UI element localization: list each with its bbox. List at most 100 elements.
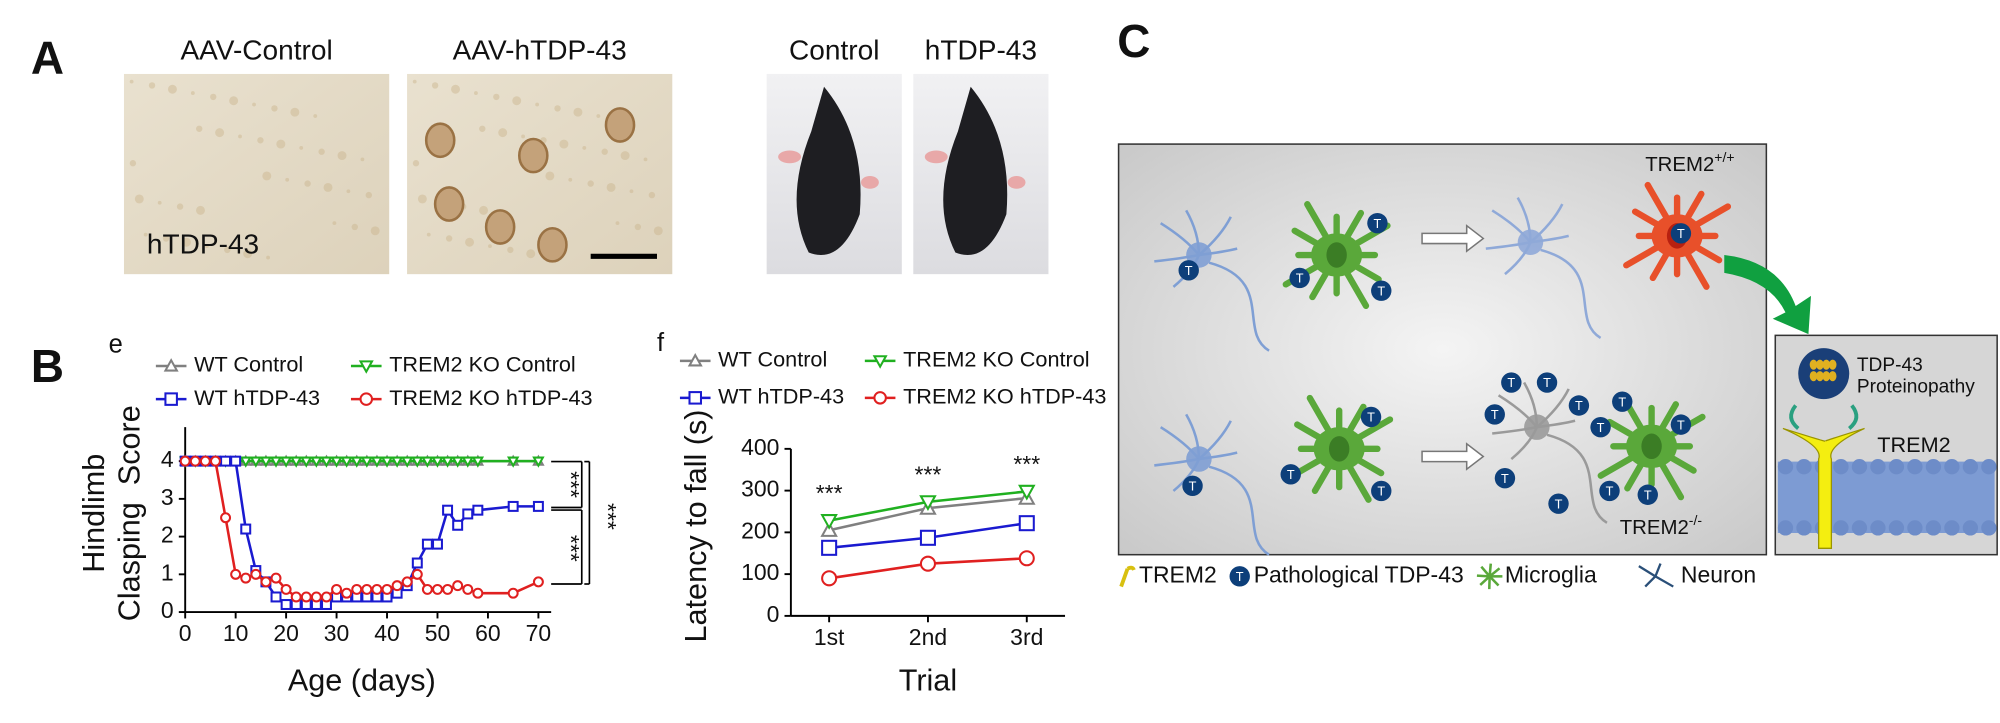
neuron-branch	[1497, 394, 1538, 428]
texture	[351, 223, 358, 231]
tdp43-token	[1670, 414, 1692, 435]
diagram-legend-label: Neuron	[1681, 561, 1756, 587]
texture	[573, 107, 583, 117]
texture	[526, 249, 536, 259]
marker	[279, 456, 293, 468]
axon	[1208, 465, 1270, 556]
aggregate-granule	[1816, 359, 1824, 370]
diagram-legend-label: Pathological TDP-43	[1254, 561, 1464, 587]
lipid	[1777, 459, 1794, 475]
stained-cell	[604, 107, 636, 143]
tdp43-token	[1371, 480, 1392, 502]
lipid	[1925, 459, 1942, 475]
texture	[643, 157, 648, 162]
mouse-paw	[924, 150, 948, 164]
marker	[462, 508, 474, 520]
mouse-paw	[1007, 175, 1026, 189]
tdp43-token-label: T	[1618, 394, 1626, 409]
tdp43-token	[1568, 395, 1590, 416]
texture	[493, 93, 500, 101]
texture	[474, 91, 478, 95]
legend-icon	[1488, 567, 1501, 578]
marker	[240, 523, 252, 535]
marker	[472, 587, 484, 599]
texture	[215, 128, 225, 138]
texture	[601, 148, 608, 155]
texture	[346, 189, 351, 194]
photo-title: hTDP-43	[925, 35, 1037, 66]
marker	[506, 456, 520, 468]
texture	[190, 91, 195, 95]
aggregate-granule	[1828, 371, 1837, 382]
tdp43-token-label: T	[1374, 216, 1382, 231]
microglia-nucleus	[1328, 436, 1350, 462]
texture	[412, 79, 417, 84]
x-axis-label: Age (days)	[288, 663, 436, 697]
marker	[821, 539, 838, 556]
aggregate-granule	[1816, 371, 1824, 382]
neuron-branch	[1485, 241, 1531, 250]
texture	[143, 232, 148, 237]
marker	[360, 456, 374, 468]
genotype-name: TREM2	[1645, 154, 1714, 176]
marker	[341, 587, 353, 599]
marker	[230, 568, 242, 580]
texture	[204, 244, 209, 249]
lipid	[1888, 520, 1905, 536]
marker	[507, 587, 519, 599]
x-tick-label: 30	[324, 620, 350, 646]
mouse-paw	[861, 175, 879, 189]
marker	[462, 583, 474, 595]
marker	[421, 583, 433, 595]
aggregate-granule	[1828, 359, 1837, 370]
lipid	[1907, 520, 1923, 536]
tdp43-token	[1590, 416, 1611, 438]
texture	[582, 146, 587, 150]
tdp43-token-label: T	[1491, 407, 1499, 422]
tdp43-token-label: T	[1543, 375, 1551, 390]
marker	[209, 455, 221, 467]
marker	[442, 504, 454, 516]
lipid	[1796, 520, 1812, 536]
marker	[919, 555, 936, 572]
neuron-branch	[1154, 457, 1200, 467]
marker	[340, 456, 353, 468]
texture	[252, 102, 256, 107]
texture	[431, 82, 439, 89]
lipid	[1981, 459, 1997, 475]
significance: ***	[1013, 451, 1040, 477]
inset-title: TDP-43	[1857, 355, 1923, 376]
genotype-name: TREM2	[1620, 518, 1689, 540]
texture	[479, 125, 486, 132]
y-tick-label: 4	[161, 446, 174, 472]
marker	[441, 456, 454, 468]
neuron-branch	[1491, 209, 1532, 244]
x-axis-label: Trial	[899, 663, 957, 697]
texture	[445, 235, 453, 242]
texture	[412, 160, 420, 167]
marker	[919, 529, 936, 546]
y-axis-label: Clasping Score	[113, 405, 147, 621]
tdp43-token	[1612, 391, 1633, 412]
tdp43-token-label: T	[1644, 487, 1652, 502]
tdp43-token	[1182, 475, 1203, 497]
texture	[370, 226, 380, 236]
axon	[1540, 248, 1602, 340]
texture	[479, 205, 489, 215]
marker	[189, 455, 201, 467]
membrane	[1777, 461, 1995, 534]
marker	[164, 392, 178, 406]
y-tick-label: 0	[161, 597, 174, 623]
lipid	[1796, 459, 1812, 475]
tdp43-token	[1289, 267, 1310, 289]
tdp43-token-label: T	[1185, 263, 1193, 278]
neuron-branch	[1172, 458, 1201, 492]
panel-label: A	[31, 31, 64, 83]
significance: ***	[915, 461, 942, 487]
marker	[259, 456, 273, 468]
x-tick-label: 3rd	[1010, 624, 1043, 650]
tdp43-token	[1501, 372, 1522, 393]
legend-label: TREM2 KO Control	[389, 352, 576, 377]
panel-tag: f	[657, 329, 665, 357]
